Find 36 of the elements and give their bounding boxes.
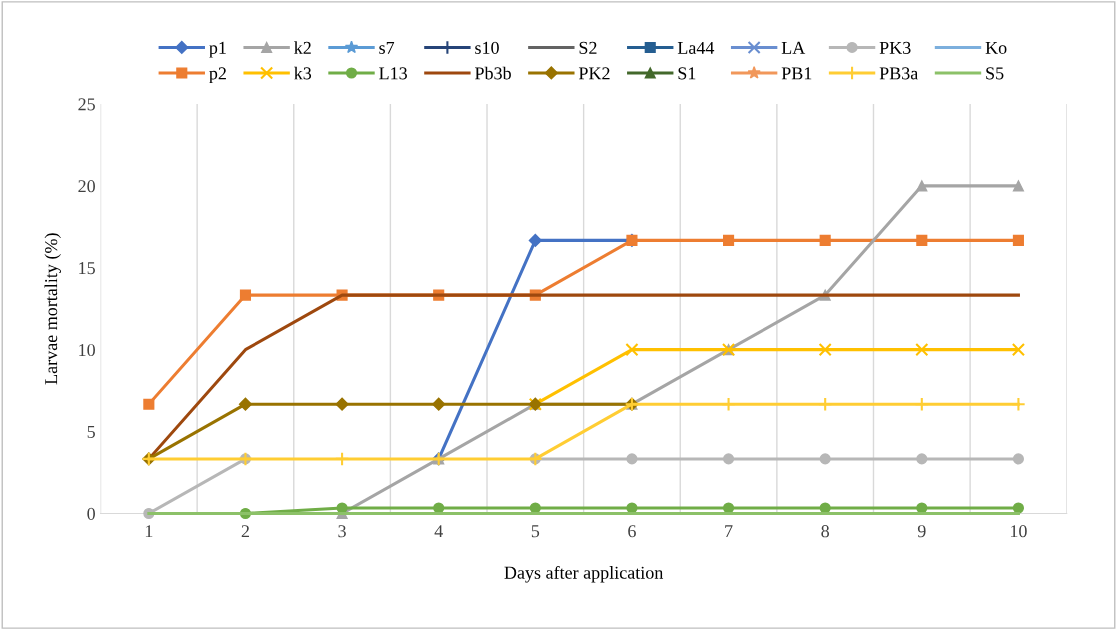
legend-label: k2 <box>294 41 311 54</box>
legend-label: PK2 <box>578 67 610 80</box>
legend-label: s10 <box>475 41 499 54</box>
x-tick-label: 6 <box>628 525 636 538</box>
x-tick-label: 7 <box>725 525 733 538</box>
y-tick-label: 5 <box>87 425 95 438</box>
legend-label: S1 <box>678 67 696 80</box>
x-tick-label: 1 <box>145 525 153 538</box>
legend-label: PB1 <box>781 67 812 80</box>
legend-label: k3 <box>294 66 312 80</box>
x-tick-label: 4 <box>434 525 443 538</box>
legend-label: Pb3b <box>475 66 511 80</box>
legend-label: s7 <box>379 41 395 54</box>
legend-label: LA <box>781 41 806 54</box>
x-axis-title: Days after application <box>504 565 664 583</box>
x-tick-label: 9 <box>917 525 926 538</box>
legend-label: L13 <box>379 67 407 80</box>
legend-label: La44 <box>677 41 715 54</box>
legend-label: p1 <box>209 41 226 58</box>
x-tick-label: 5 <box>531 525 540 538</box>
legend-label: S5 <box>986 67 1004 80</box>
legend-label: S2 <box>579 41 597 54</box>
x-tick-label: 10 <box>1010 525 1027 538</box>
y-tick-label: 20 <box>78 180 95 193</box>
legend-label: PK3 <box>879 41 911 54</box>
x-tick-label: 2 <box>241 525 249 538</box>
legend-label: p2 <box>209 67 226 84</box>
y-tick-label: 10 <box>79 343 95 357</box>
x-tick-label: 8 <box>821 525 830 538</box>
x-tick-label: 3 <box>338 525 346 538</box>
y-tick-label: 25 <box>78 98 95 111</box>
legend-label: Ko <box>985 41 1007 54</box>
legend-label: PB3a <box>879 67 919 80</box>
y-tick-label: 15 <box>79 262 95 275</box>
y-tick-label: 0 <box>87 507 95 520</box>
y-axis-title: Larvae mortality (%) <box>44 233 61 385</box>
